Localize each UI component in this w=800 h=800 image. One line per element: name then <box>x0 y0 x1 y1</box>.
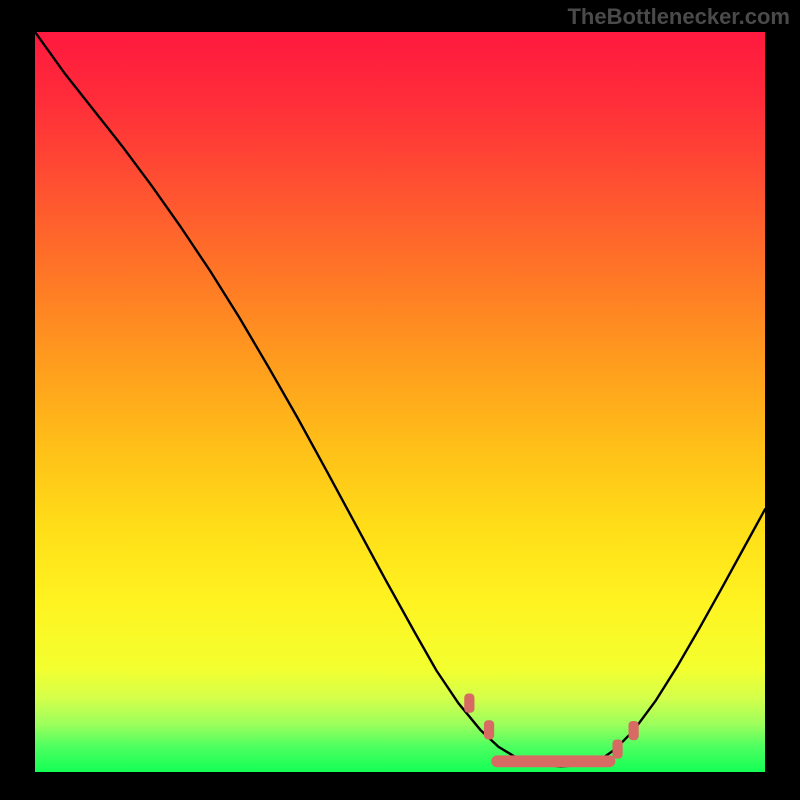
optimal-range-tick <box>484 720 494 739</box>
bottleneck-curve <box>35 32 765 766</box>
optimal-range-band <box>491 755 615 767</box>
watermark-text: TheBottlenecker.com <box>567 4 790 30</box>
bottleneck-chart <box>35 32 765 772</box>
stage: TheBottlenecker.com <box>0 0 800 800</box>
optimal-range-tick <box>612 739 622 758</box>
optimal-range-tick <box>628 721 638 740</box>
chart-overlay-svg <box>35 32 765 772</box>
optimal-range-tick <box>464 694 474 713</box>
